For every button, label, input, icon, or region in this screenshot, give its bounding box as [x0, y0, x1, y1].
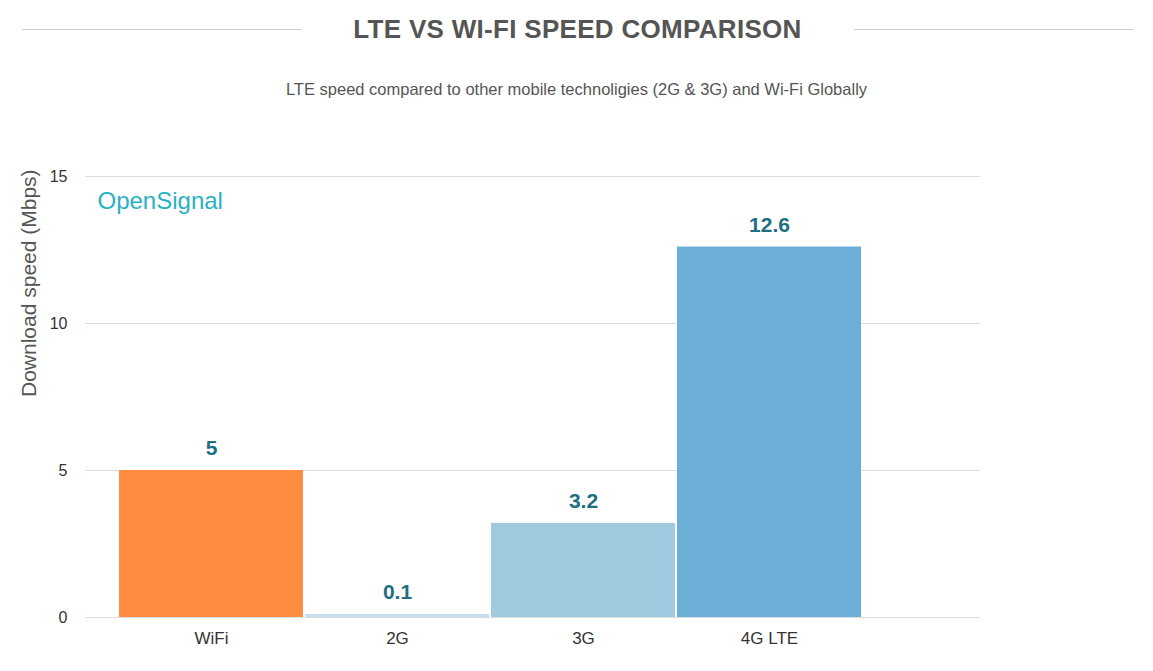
svg-text:4G LTE: 4G LTE [741, 629, 798, 648]
svg-text:3G: 3G [572, 629, 595, 648]
svg-text:5: 5 [59, 462, 68, 479]
svg-text:5: 5 [206, 436, 218, 459]
svg-text:0.1: 0.1 [383, 580, 413, 603]
html-text:LTE VS WI-FI SPEED COMPARISON: LTE VS WI-FI SPEED COMPARISON [353, 14, 802, 44]
svg-text:3.2: 3.2 [569, 489, 598, 512]
svg-text:0: 0 [59, 609, 68, 626]
html-text:LTE speed compared to other mo: LTE speed compared to other mobile techn… [285, 80, 868, 98]
svg-text:Download speed (Mbps): Download speed (Mbps) [17, 169, 40, 397]
svg-text:10: 10 [50, 315, 68, 332]
svg-text:12.6: 12.6 [749, 213, 790, 236]
svg-text:WiFi: WiFi [195, 629, 229, 648]
svg-text:2G: 2G [386, 629, 409, 648]
svg-text:15: 15 [50, 168, 68, 185]
svg-text:OpenSignal: OpenSignal [98, 187, 223, 214]
